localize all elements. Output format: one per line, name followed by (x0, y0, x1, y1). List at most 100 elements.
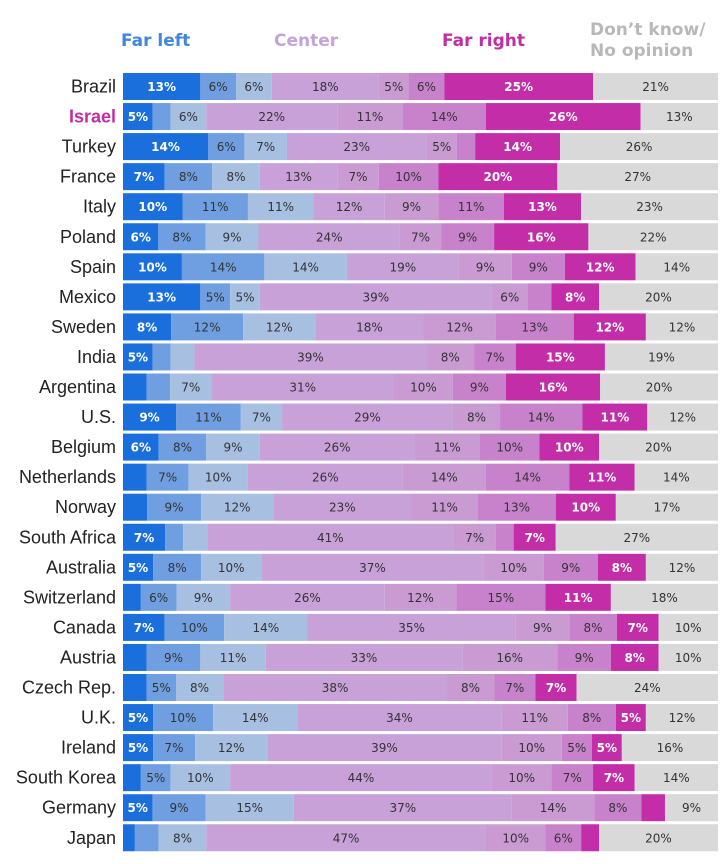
bar-segment (475, 133, 561, 161)
data-label: 14% (431, 471, 458, 485)
data-label: 7% (465, 531, 484, 545)
data-label: 5% (128, 801, 148, 815)
bar-segment (641, 794, 665, 822)
bar-segment (527, 283, 552, 311)
data-label: 10% (181, 621, 208, 635)
data-label: 7% (604, 771, 624, 785)
data-label: 9% (194, 591, 213, 605)
bar-segment (123, 613, 165, 641)
bar-segment (610, 643, 659, 671)
header-dont-know: Don’t know/ No opinion (590, 20, 706, 61)
bar-segment (201, 493, 274, 521)
data-label: 14% (242, 711, 269, 725)
bar-segment (621, 734, 718, 762)
bar-segment (267, 734, 502, 762)
data-label: 9% (165, 501, 184, 515)
data-label: 5% (146, 771, 165, 785)
bar-segment (543, 553, 598, 581)
bar-segment (140, 764, 171, 792)
data-label: 11% (521, 711, 548, 725)
data-label: 39% (363, 290, 390, 304)
data-label: 7% (165, 741, 184, 755)
bar-segment (545, 824, 582, 852)
bar-segment (384, 583, 457, 611)
bar-segment (337, 163, 379, 191)
data-label: 9% (533, 621, 552, 635)
data-label: 24% (316, 230, 343, 244)
bar-segment (423, 313, 496, 341)
data-label: 14% (503, 140, 532, 154)
data-label: 11% (564, 591, 593, 605)
bar-segment (664, 794, 718, 822)
bar-segment (399, 223, 442, 251)
data-label: 6% (209, 80, 228, 94)
country-label: Turkey (62, 137, 116, 157)
bar-segment (557, 643, 611, 671)
data-label: 10% (555, 441, 584, 455)
data-label: 47% (333, 831, 360, 845)
data-label: 25% (504, 80, 533, 94)
bar-segment (505, 373, 601, 401)
bar-segment (153, 704, 214, 732)
bar-segment (485, 103, 641, 131)
bar-segment (123, 433, 159, 461)
data-label: 6% (500, 290, 519, 304)
bar-segment (561, 734, 592, 762)
data-label: 5% (128, 741, 148, 755)
data-label: 7% (349, 170, 368, 184)
country-label: Poland (60, 227, 116, 247)
data-label: 10% (138, 200, 167, 214)
data-label: 8% (168, 561, 187, 575)
bar-segment (593, 73, 718, 100)
bar-segment (438, 193, 504, 221)
header-center: Center (274, 31, 339, 51)
data-label: 8% (441, 350, 460, 364)
bar-segment (462, 643, 558, 671)
data-label: 20% (645, 441, 672, 455)
bar-segment (182, 193, 248, 221)
data-label: 19% (389, 260, 416, 274)
data-label: 6% (217, 140, 236, 154)
bar-segment (205, 223, 259, 251)
bar-segment (170, 343, 195, 371)
bar-segment (600, 373, 718, 401)
bar-segment (560, 133, 718, 161)
data-label: 29% (354, 411, 381, 425)
bar-segment (240, 403, 283, 431)
data-label: 12% (266, 320, 293, 334)
data-label: 41% (317, 531, 344, 545)
data-label: 8% (608, 801, 627, 815)
bar-segment (635, 253, 718, 281)
data-label: 7% (505, 681, 524, 695)
data-label: 14% (514, 471, 541, 485)
bar-segment (557, 163, 718, 191)
country-label: Italy (83, 197, 116, 217)
data-label: 26% (626, 140, 653, 154)
bar-segment (645, 553, 718, 581)
bar-segment (123, 523, 166, 551)
bar-segment (634, 463, 718, 491)
data-label: 12% (446, 320, 473, 334)
bar-segment (313, 193, 385, 221)
data-label: 9% (561, 561, 580, 575)
bar-segment (200, 643, 266, 671)
bar-segment (441, 223, 495, 251)
data-label: 16% (657, 741, 684, 755)
data-label: 14% (528, 411, 555, 425)
bar-segment (164, 613, 225, 641)
bar-segment (123, 824, 135, 852)
data-label: 7% (252, 411, 271, 425)
bar-segment (551, 764, 594, 792)
bar-segment (634, 764, 718, 792)
bar-segment (581, 824, 599, 852)
bar-segment (176, 583, 231, 611)
data-label: 18% (356, 320, 383, 334)
bar-segment (123, 643, 147, 671)
country-label: Canada (53, 617, 117, 637)
data-label: 8% (612, 561, 632, 575)
data-label: 14% (431, 110, 458, 124)
data-label: 11% (601, 411, 630, 425)
data-label: 8% (582, 711, 601, 725)
bar-segment (453, 523, 496, 551)
